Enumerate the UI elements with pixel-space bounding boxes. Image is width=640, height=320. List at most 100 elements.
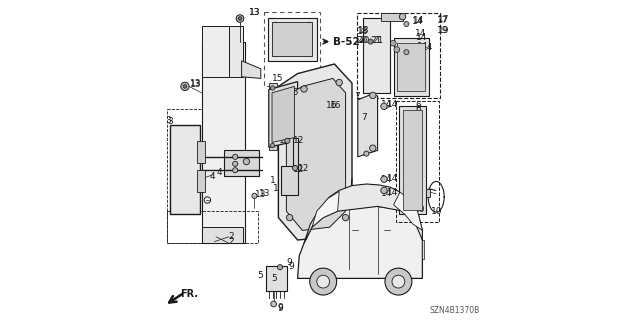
Polygon shape <box>281 138 298 195</box>
Polygon shape <box>269 82 298 147</box>
Text: 13: 13 <box>249 8 260 17</box>
Circle shape <box>381 176 387 182</box>
Polygon shape <box>358 94 378 157</box>
Text: 21: 21 <box>401 65 412 74</box>
Text: 14: 14 <box>417 42 428 51</box>
Polygon shape <box>272 22 312 56</box>
Circle shape <box>392 275 404 288</box>
Text: 21: 21 <box>371 36 382 45</box>
Bar <box>167 109 221 243</box>
Text: 9: 9 <box>288 262 294 271</box>
Text: 14: 14 <box>413 16 424 25</box>
Circle shape <box>278 265 283 270</box>
Circle shape <box>404 21 409 27</box>
Text: 9: 9 <box>278 304 284 313</box>
Text: 13: 13 <box>259 189 271 198</box>
Text: B-52-1: B-52-1 <box>333 36 372 47</box>
Polygon shape <box>197 141 205 163</box>
Circle shape <box>285 138 290 143</box>
Polygon shape <box>403 110 422 210</box>
Text: 14: 14 <box>416 33 428 42</box>
Text: 16: 16 <box>326 101 338 110</box>
Polygon shape <box>202 227 243 243</box>
Text: 17: 17 <box>437 16 449 25</box>
Circle shape <box>385 268 412 295</box>
Text: 14: 14 <box>387 188 398 197</box>
Circle shape <box>287 214 293 221</box>
Polygon shape <box>399 106 426 214</box>
Circle shape <box>394 47 400 52</box>
Text: 19: 19 <box>437 26 449 35</box>
Text: FR.: FR. <box>180 289 198 300</box>
Circle shape <box>252 193 257 198</box>
Text: 4: 4 <box>210 172 215 180</box>
Circle shape <box>273 22 277 26</box>
Circle shape <box>292 165 298 171</box>
Text: 7: 7 <box>361 113 367 122</box>
Polygon shape <box>272 86 294 142</box>
Polygon shape <box>278 64 352 240</box>
Text: 14: 14 <box>381 100 392 109</box>
Text: 14: 14 <box>412 17 423 26</box>
Circle shape <box>270 86 275 90</box>
Text: 2: 2 <box>229 232 234 241</box>
Polygon shape <box>381 13 403 21</box>
Bar <box>167 211 259 243</box>
Bar <box>357 13 440 98</box>
Circle shape <box>310 268 337 295</box>
Text: 1: 1 <box>270 176 276 185</box>
Polygon shape <box>202 42 245 243</box>
Text: 15: 15 <box>288 88 300 97</box>
Text: 5: 5 <box>271 274 277 283</box>
Polygon shape <box>202 42 230 58</box>
Text: 14: 14 <box>381 189 392 198</box>
Polygon shape <box>224 150 259 176</box>
Circle shape <box>273 52 277 56</box>
Polygon shape <box>394 192 422 230</box>
Circle shape <box>183 84 187 88</box>
Polygon shape <box>312 191 339 227</box>
Text: 2: 2 <box>229 237 234 246</box>
Circle shape <box>336 79 342 86</box>
Circle shape <box>404 50 409 55</box>
Text: 10: 10 <box>431 207 443 216</box>
Circle shape <box>390 40 396 46</box>
Circle shape <box>381 187 387 194</box>
Polygon shape <box>242 61 261 78</box>
Circle shape <box>301 86 307 92</box>
Text: 19: 19 <box>438 26 449 35</box>
Polygon shape <box>287 78 346 230</box>
Text: 13: 13 <box>255 190 267 199</box>
Circle shape <box>238 17 242 20</box>
Text: 20: 20 <box>358 36 370 45</box>
Circle shape <box>307 22 311 26</box>
Text: 7: 7 <box>355 92 360 101</box>
Circle shape <box>370 145 376 151</box>
Circle shape <box>236 15 244 22</box>
Polygon shape <box>268 18 270 61</box>
Text: 3: 3 <box>168 117 173 126</box>
Text: 14: 14 <box>381 175 392 184</box>
Text: 3: 3 <box>166 116 172 124</box>
Text: 1: 1 <box>273 184 278 193</box>
Circle shape <box>180 82 189 91</box>
Text: 4: 4 <box>217 168 223 177</box>
Polygon shape <box>269 83 277 150</box>
Text: 12: 12 <box>292 165 304 174</box>
Text: 13: 13 <box>190 80 202 89</box>
Polygon shape <box>170 125 200 214</box>
Text: 15: 15 <box>272 74 284 83</box>
Circle shape <box>233 154 238 159</box>
Polygon shape <box>304 184 422 243</box>
Text: SZN4B1370B: SZN4B1370B <box>429 306 479 315</box>
Circle shape <box>342 214 349 221</box>
Text: 5: 5 <box>257 271 263 280</box>
Text: 9: 9 <box>278 303 284 312</box>
Text: 12: 12 <box>298 164 310 172</box>
Text: 12: 12 <box>292 136 304 145</box>
Bar <box>264 12 321 86</box>
Text: 14: 14 <box>387 100 398 109</box>
Circle shape <box>233 161 238 166</box>
Circle shape <box>270 143 275 148</box>
Polygon shape <box>266 266 287 291</box>
